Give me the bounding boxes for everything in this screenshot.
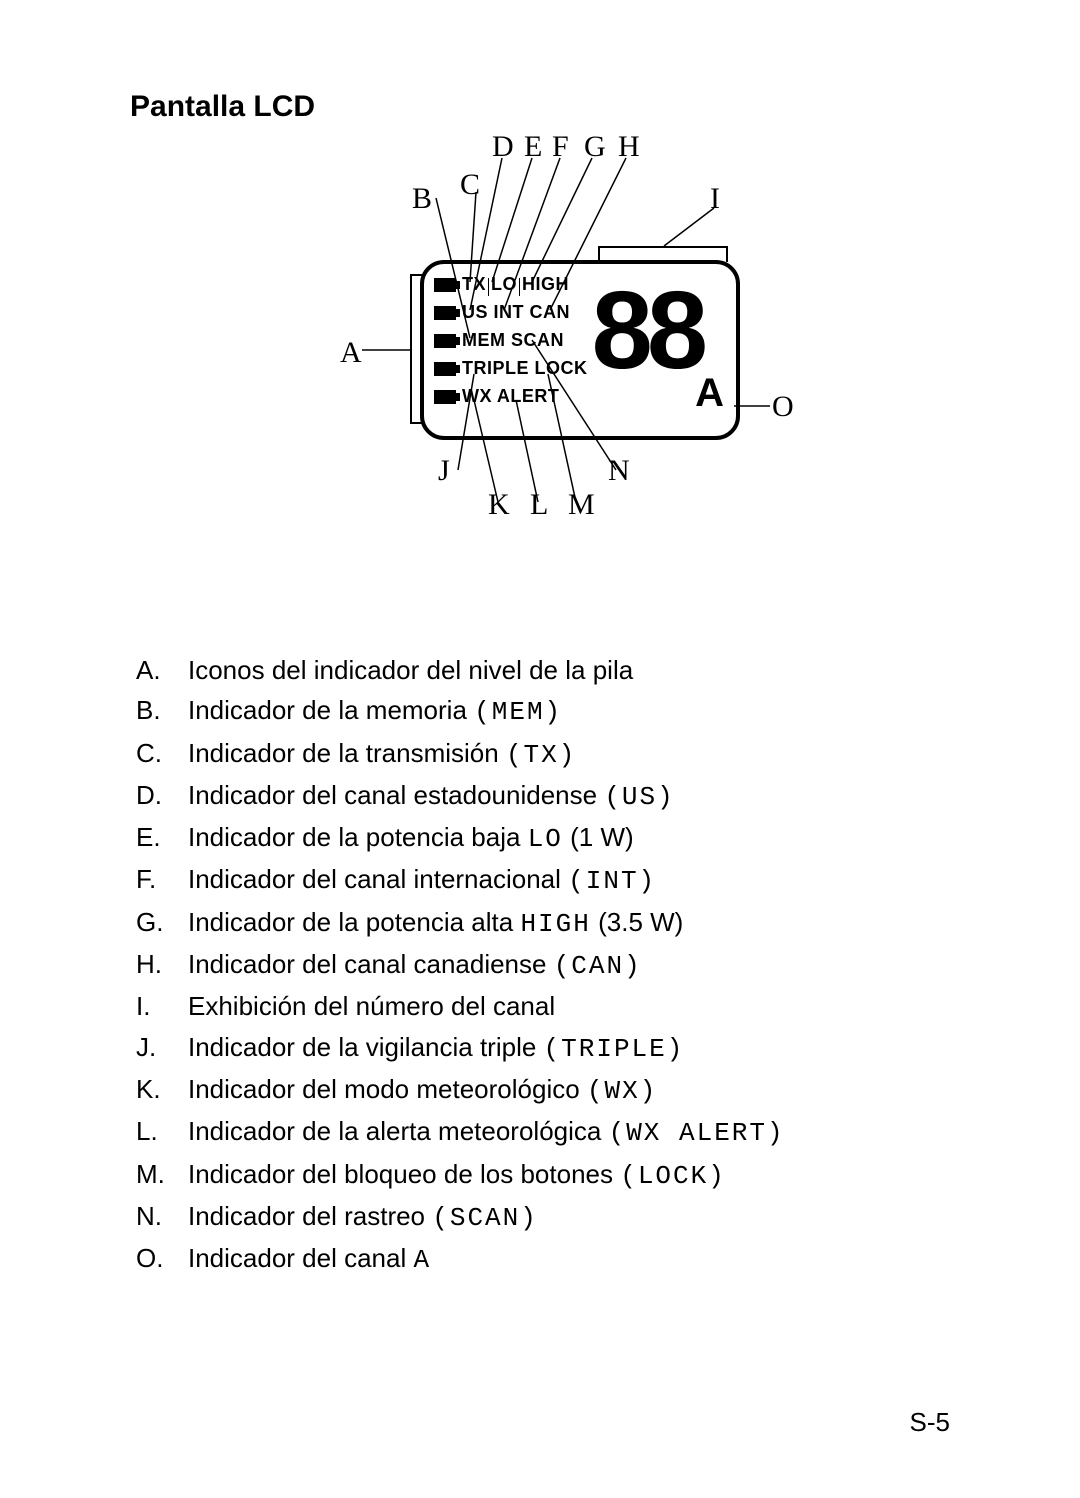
lcd-diagram: TXLOHIGH US INT CAN MEM SCAN TRIPLE LOCK… (260, 130, 820, 530)
legend-text: Indicador del canal A (188, 1238, 431, 1280)
callout-C: C (460, 168, 480, 202)
legend-item: L.Indicador de la alerta meteorológica (… (136, 1111, 950, 1153)
legend-text: Indicador de la transmisión (TX) (188, 733, 576, 775)
legend-key: O. (136, 1238, 188, 1280)
legend-key: B. (136, 690, 188, 732)
battery-icon (434, 278, 456, 292)
legend-key: K. (136, 1069, 188, 1111)
page: Pantalla LCD TXLOHIGH US INT CAN MEM SCA… (0, 0, 1080, 1498)
battery-icon (434, 306, 456, 320)
legend-item: I.Exhibición del número del canal (136, 986, 950, 1026)
legend-text: Indicador de la vigilancia triple (TRIPL… (188, 1027, 684, 1069)
legend-key: H. (136, 944, 188, 986)
callout-F: F (552, 130, 569, 164)
legend-key: D. (136, 775, 188, 817)
legend-text: Iconos del indicador del nivel de la pil… (188, 650, 633, 690)
callout-G: G (584, 130, 606, 164)
legend-text: Indicador del canal estadounidense (US) (188, 775, 675, 817)
diagram-container: TXLOHIGH US INT CAN MEM SCAN TRIPLE LOCK… (130, 130, 950, 530)
callout-I: I (710, 182, 720, 216)
legend-text: Indicador del canal canadiense (CAN) (188, 944, 642, 986)
legend-item: C.Indicador de la transmisión (TX) (136, 733, 950, 775)
legend-item: B.Indicador de la memoria (MEM) (136, 690, 950, 732)
legend-text: Indicador de la potencia baja LO (1 W) (188, 817, 634, 859)
battery-icon (434, 362, 456, 376)
lcd-row-1: TXLOHIGH (462, 274, 569, 295)
legend-key: M. (136, 1154, 188, 1196)
legend-code: (WX ALERT) (609, 1118, 785, 1148)
legend-key: I. (136, 986, 188, 1026)
legend-text: Indicador de la potencia alta HIGH (3.5 … (188, 902, 683, 944)
battery-icon (434, 390, 456, 404)
page-title: Pantalla LCD (130, 90, 950, 124)
lcd-high: HIGH (522, 274, 569, 294)
legend-key: L. (136, 1111, 188, 1153)
legend-item: F.Indicador del canal internacional (INT… (136, 859, 950, 901)
legend-code: (CAN) (554, 951, 642, 981)
legend-code: HIGH (520, 909, 590, 939)
lcd-row-3: MEM SCAN (462, 330, 564, 351)
legend-code: (TRIPLE) (544, 1034, 685, 1064)
lcd-frame: TXLOHIGH US INT CAN MEM SCAN TRIPLE LOCK… (420, 260, 740, 440)
legend-code: (LOCK) (620, 1161, 726, 1191)
legend-key: F. (136, 859, 188, 901)
lcd-row-4: TRIPLE LOCK (462, 358, 588, 379)
lcd-row-2: US INT CAN (462, 302, 570, 323)
legend-text: Indicador de la alerta meteorológica (WX… (188, 1111, 785, 1153)
legend-item: J.Indicador de la vigilancia triple (TRI… (136, 1027, 950, 1069)
legend-key: G. (136, 902, 188, 944)
lcd-lo: LO (491, 274, 517, 294)
page-number: S-5 (910, 1407, 950, 1438)
callout-K: K (488, 488, 510, 522)
legend-text: Indicador del bloqueo de los botones (LO… (188, 1154, 726, 1196)
legend-item: M.Indicador del bloqueo de los botones (… (136, 1154, 950, 1196)
callout-H: H (618, 130, 640, 164)
legend-key: E. (136, 817, 188, 859)
legend-list: A.Iconos del indicador del nivel de la p… (136, 650, 950, 1280)
legend-text: Indicador del modo meteorológico (WX) (188, 1069, 657, 1111)
callout-L: L (530, 488, 548, 522)
legend-key: N. (136, 1196, 188, 1238)
callout-E: E (524, 130, 542, 164)
legend-key: C. (136, 733, 188, 775)
legend-code: (INT) (568, 866, 656, 896)
legend-item: H.Indicador del canal canadiense (CAN) (136, 944, 950, 986)
legend-item: N.Indicador del rastreo (SCAN) (136, 1196, 950, 1238)
legend-text: Indicador del canal internacional (INT) (188, 859, 656, 901)
legend-code: LO (528, 824, 563, 854)
lcd-channel-number: 88 (592, 276, 702, 386)
callout-B: B (412, 182, 432, 216)
callout-M: M (568, 488, 595, 522)
lcd-row-5: WX ALERT (462, 386, 559, 407)
legend-code: A (413, 1245, 431, 1275)
legend-code: (MEM) (474, 697, 562, 727)
legend-code: (TX) (506, 740, 576, 770)
callout-D: D (492, 130, 514, 164)
callout-J: J (438, 454, 450, 488)
legend-item: G.Indicador de la potencia alta HIGH (3.… (136, 902, 950, 944)
lcd-channel-a: A (695, 371, 724, 416)
legend-item: K.Indicador del modo meteorológico (WX) (136, 1069, 950, 1111)
callout-O: O (772, 390, 794, 424)
legend-item: D.Indicador del canal estadounidense (US… (136, 775, 950, 817)
legend-item: O.Indicador del canal A (136, 1238, 950, 1280)
legend-code: (WX) (587, 1076, 657, 1106)
legend-key: J. (136, 1027, 188, 1069)
lcd-tx: TX (462, 274, 486, 294)
legend-text: Indicador de la memoria (MEM) (188, 690, 562, 732)
callout-N: N (608, 454, 630, 488)
legend-key: A. (136, 650, 188, 690)
legend-code: (US) (604, 782, 674, 812)
battery-icon (434, 334, 456, 348)
legend-code: (SCAN) (432, 1203, 538, 1233)
callout-A: A (340, 336, 362, 370)
legend-text: Exhibición del número del canal (188, 986, 555, 1026)
legend-text: Indicador del rastreo (SCAN) (188, 1196, 538, 1238)
legend-item: A.Iconos del indicador del nivel de la p… (136, 650, 950, 690)
legend-item: E.Indicador de la potencia baja LO (1 W) (136, 817, 950, 859)
